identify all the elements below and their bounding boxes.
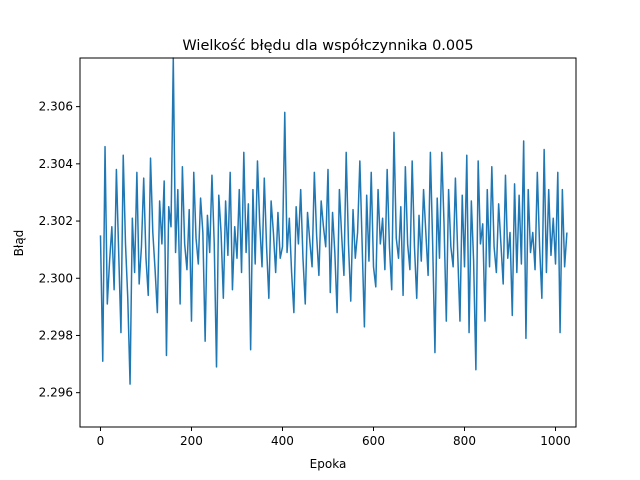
x-tick-label: 800: [453, 434, 476, 448]
plot-frame: [79, 57, 577, 428]
x-tick-label: 200: [180, 434, 203, 448]
y-tick-label: 2.300: [39, 271, 73, 285]
plot-area: [80, 58, 576, 427]
x-tick-label: 600: [362, 434, 385, 448]
y-tick-label: 2.296: [39, 386, 73, 400]
y-tick-label: 2.304: [39, 157, 73, 171]
y-axis-ticks: 2.296 2.298 2.300 2.302 2.304 2.306: [39, 100, 80, 400]
x-tick-label: 1000: [540, 434, 571, 448]
y-tick-label: 2.302: [39, 214, 73, 228]
series-layer: [99, 57, 568, 385]
y-tick-label: 2.306: [39, 100, 73, 114]
x-tick-label: 0: [97, 434, 105, 448]
chart-title: Wielkość błędu dla współczynnika 0.005: [182, 38, 473, 54]
x-axis-title: Epoka: [310, 457, 347, 471]
y-tick-label: 2.298: [39, 328, 73, 342]
x-axis-ticks: 0 200 400 600 800 1000: [97, 427, 571, 448]
x-tick-label: 400: [271, 434, 294, 448]
y-axis-title: Błąd: [12, 230, 26, 257]
series-line: [99, 57, 568, 385]
